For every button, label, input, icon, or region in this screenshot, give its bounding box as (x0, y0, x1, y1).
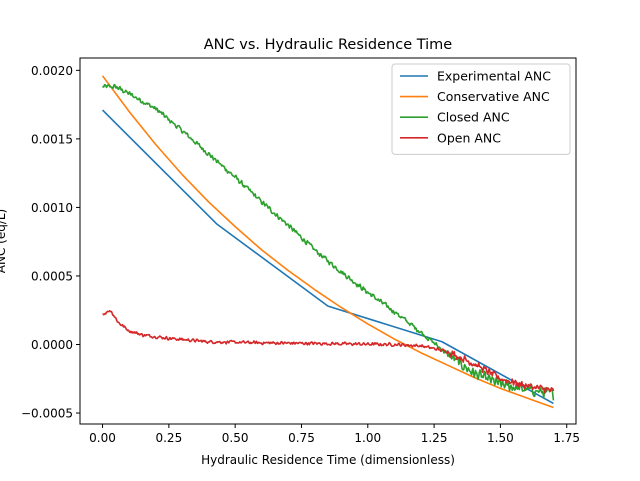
series-layer (101, 75, 555, 409)
axes-layer: 0.00 0.25 0.50 0.75 1.00 1.25 1.50 1.75 −0.0005 0… (21, 57, 580, 445)
x-tick-label: 1.00 (354, 431, 381, 445)
legend-box (391, 63, 571, 155)
y-axis-label: ANC (eq/L) (0, 209, 8, 273)
y-tick-label: 0.0020 (31, 64, 73, 78)
legend-label-experimental-anc: Experimental ANC (437, 69, 551, 84)
legend-label-closed-anc: Closed ANC (437, 110, 510, 125)
legend-label-conservative-anc: Conservative ANC (437, 89, 550, 104)
x-tick-label: 1.75 (553, 431, 580, 445)
x-tick-label: 0.25 (155, 431, 182, 445)
series-line-closed-anc (101, 83, 555, 401)
x-tick-label: 0.00 (89, 431, 116, 445)
chart-title: ANC vs. Hydraulic Residence Time (204, 37, 453, 53)
plot-frame (79, 57, 577, 425)
legend: Experimental ANC Conservative ANC Closed A… (391, 63, 571, 155)
series-line-open-anc (102, 310, 555, 394)
legend-label-open-anc: Open ANC (437, 130, 501, 145)
x-tick-label: 0.50 (222, 431, 249, 445)
x-tick-label: 0.75 (288, 431, 315, 445)
y-tick-label: 0.0000 (31, 338, 73, 352)
x-tick-label: 1.50 (487, 431, 514, 445)
x-axis-label: Hydraulic Residence Time (dimensionless) (201, 453, 455, 467)
y-tick-label: 0.0010 (31, 201, 73, 215)
y-tick-label: 0.0015 (31, 132, 73, 146)
x-tick-label: 1.25 (421, 431, 448, 445)
y-tick-label: 0.0005 (31, 269, 73, 283)
y-tick-label: −0.0005 (21, 407, 73, 421)
